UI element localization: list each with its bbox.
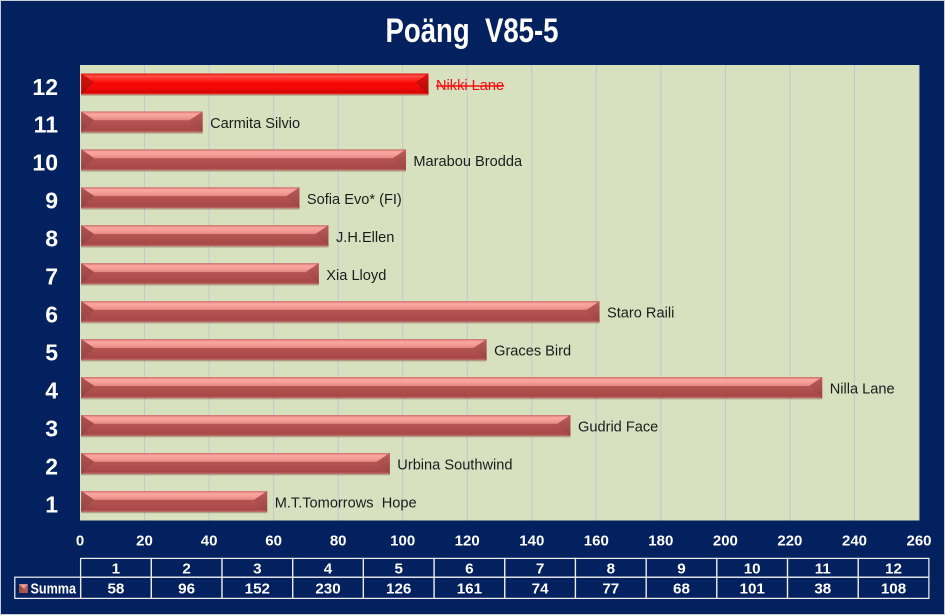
svg-text:3: 3 xyxy=(253,561,261,578)
svg-text:80: 80 xyxy=(330,533,347,550)
svg-text:Poäng V85-5: Poäng V85-5 xyxy=(386,12,559,50)
svg-text:200: 200 xyxy=(713,533,738,550)
svg-text:108: 108 xyxy=(881,580,906,597)
svg-text:Nikki Lane: Nikki Lane xyxy=(436,78,504,94)
svg-text:M.T.Tomorrows Hope: M.T.Tomorrows Hope xyxy=(275,496,417,512)
svg-text:11: 11 xyxy=(34,112,59,138)
svg-text:10: 10 xyxy=(32,150,58,176)
svg-text:68: 68 xyxy=(673,580,690,597)
svg-text:5: 5 xyxy=(394,561,403,578)
svg-text:J.H.Ellen: J.H.Ellen xyxy=(336,230,394,246)
svg-text:5: 5 xyxy=(45,340,58,366)
svg-text:58: 58 xyxy=(107,580,124,597)
svg-text:60: 60 xyxy=(265,533,282,550)
svg-text:38: 38 xyxy=(814,580,831,597)
svg-text:1: 1 xyxy=(112,561,121,578)
svg-text:161: 161 xyxy=(457,580,483,597)
svg-text:7: 7 xyxy=(45,264,58,290)
svg-text:12: 12 xyxy=(885,561,902,578)
svg-text:101: 101 xyxy=(740,580,766,597)
svg-text:77: 77 xyxy=(602,580,619,597)
svg-text:96: 96 xyxy=(178,580,195,597)
svg-text:1: 1 xyxy=(45,491,58,517)
svg-text:0: 0 xyxy=(76,533,84,550)
svg-text:Gudrid Face: Gudrid Face xyxy=(578,420,658,436)
svg-text:9: 9 xyxy=(677,561,685,578)
svg-text:260: 260 xyxy=(906,533,931,550)
svg-text:180: 180 xyxy=(648,533,673,550)
svg-text:12: 12 xyxy=(32,74,58,100)
svg-text:140: 140 xyxy=(519,533,544,550)
svg-text:220: 220 xyxy=(777,533,802,550)
svg-text:Xia Lloyd: Xia Lloyd xyxy=(326,268,386,284)
svg-text:9: 9 xyxy=(45,188,58,214)
svg-text:11: 11 xyxy=(815,561,832,578)
svg-text:6: 6 xyxy=(45,302,58,328)
svg-text:8: 8 xyxy=(607,561,615,578)
svg-text:2: 2 xyxy=(45,453,58,479)
svg-text:74: 74 xyxy=(532,580,549,597)
svg-text:2: 2 xyxy=(182,561,190,578)
svg-text:8: 8 xyxy=(45,226,58,252)
svg-text:152: 152 xyxy=(245,580,270,597)
svg-text:120: 120 xyxy=(455,533,480,550)
svg-text:4: 4 xyxy=(324,561,333,578)
svg-text:Nilla Lane: Nilla Lane xyxy=(830,382,895,398)
svg-text:Marabou Brodda: Marabou Brodda xyxy=(413,154,523,170)
svg-text:4: 4 xyxy=(45,377,58,403)
svg-text:100: 100 xyxy=(390,533,415,550)
svg-text:Summa: Summa xyxy=(31,580,77,597)
svg-text:Carmita Silvio: Carmita Silvio xyxy=(210,116,300,132)
svg-text:Sofia Evo* (FI): Sofia Evo* (FI) xyxy=(307,192,402,208)
svg-text:3: 3 xyxy=(45,415,58,441)
svg-text:20: 20 xyxy=(136,533,153,550)
svg-text:10: 10 xyxy=(744,561,761,578)
svg-text:Urbina Southwind: Urbina Southwind xyxy=(397,458,512,474)
svg-text:6: 6 xyxy=(465,561,473,578)
svg-text:7: 7 xyxy=(536,561,544,578)
svg-text:126: 126 xyxy=(386,580,411,597)
svg-text:Graces Bird: Graces Bird xyxy=(494,344,571,360)
svg-text:160: 160 xyxy=(584,533,609,550)
svg-text:230: 230 xyxy=(315,580,340,597)
svg-text:240: 240 xyxy=(842,533,867,550)
svg-text:Staro Raili: Staro Raili xyxy=(607,306,674,322)
svg-text:40: 40 xyxy=(201,533,218,550)
